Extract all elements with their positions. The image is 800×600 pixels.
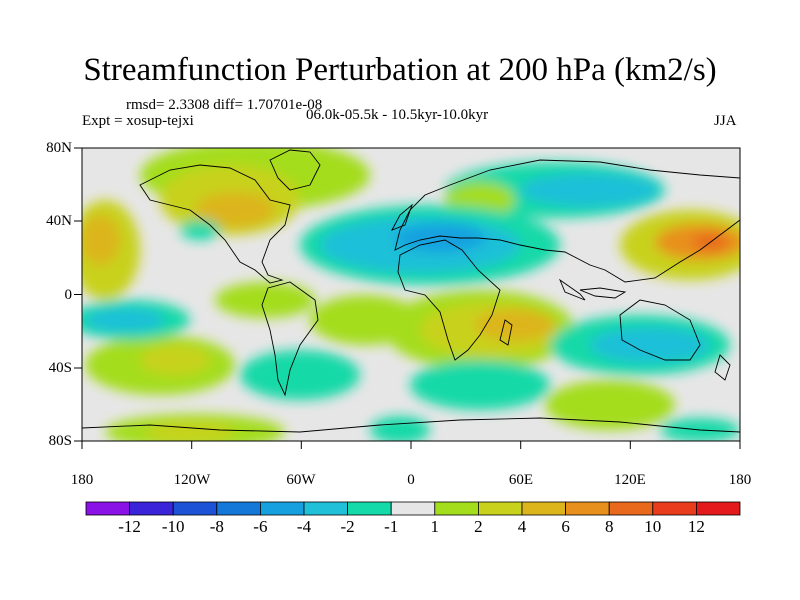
colorbar-box [172, 501, 218, 516]
colorbar-label: -10 [161, 517, 185, 536]
colorbar-label: 1 [430, 517, 440, 536]
colorbar [85, 501, 741, 516]
period-label: 06.0k-05.5k - 10.5kyr-10.0kyr [306, 107, 489, 123]
lat-label-40s: 40S [48, 360, 72, 376]
map-title: Streamfunction Perturbation at 200 hPa (… [83, 52, 717, 88]
stats-label: rmsd= 2.3308 diff= 1.70701e-08 [126, 97, 323, 113]
coastlines [82, 149, 740, 433]
lat-label-0: 0 [64, 287, 73, 303]
lat-label-80s: 80S [48, 433, 72, 449]
colorbar-box [129, 501, 174, 516]
colorbar-label: 4 [517, 517, 527, 536]
colorbar-label: 10 [644, 517, 662, 536]
colorbar-box [608, 501, 654, 516]
colorbar-box [477, 501, 523, 516]
lon-label-0: 0 [407, 472, 415, 488]
colorbar-box [216, 501, 261, 516]
lon-label-180e: 180 [728, 472, 752, 488]
colorbar-box [85, 501, 130, 516]
lon-label-180w: 180 [70, 472, 94, 488]
lat-label-80n: 80N [46, 140, 72, 156]
colorbar-box [521, 501, 566, 516]
colorbar-box [565, 501, 610, 516]
colorbar-label: -1 [384, 517, 399, 536]
season-label: JJA [714, 113, 737, 129]
colorbar-label: 6 [561, 517, 570, 536]
lon-label-60w: 60W [286, 472, 316, 488]
lon-label-60e: 60E [508, 472, 534, 488]
lon-label-120w: 120W [173, 472, 211, 488]
colorbar-box [303, 501, 348, 516]
colorbar-box [434, 501, 479, 516]
contour-field [82, 148, 740, 441]
colorbar-label: 12 [687, 517, 705, 536]
colorbar-box [390, 501, 436, 516]
colorbar-label: -12 [118, 517, 141, 536]
colorbar-label: -4 [296, 517, 312, 536]
colorbar-box [696, 501, 741, 516]
colorbar-label: -6 [253, 517, 268, 536]
lat-ticks [74, 147, 82, 442]
colorbar-box [259, 501, 305, 516]
colorbar-label: -8 [209, 517, 224, 536]
experiment-label: Expt = xosup-tejxi [82, 113, 194, 129]
colorbar-box [347, 501, 392, 516]
colorbar-label: 8 [604, 517, 614, 536]
lat-label-40n: 40N [46, 213, 72, 229]
lon-label-120e: 120E [614, 472, 646, 488]
lon-ticks [81, 441, 741, 449]
colorbar-box [652, 501, 697, 516]
colorbar-label: 2 [474, 517, 483, 536]
colorbar-label: -2 [340, 517, 355, 536]
